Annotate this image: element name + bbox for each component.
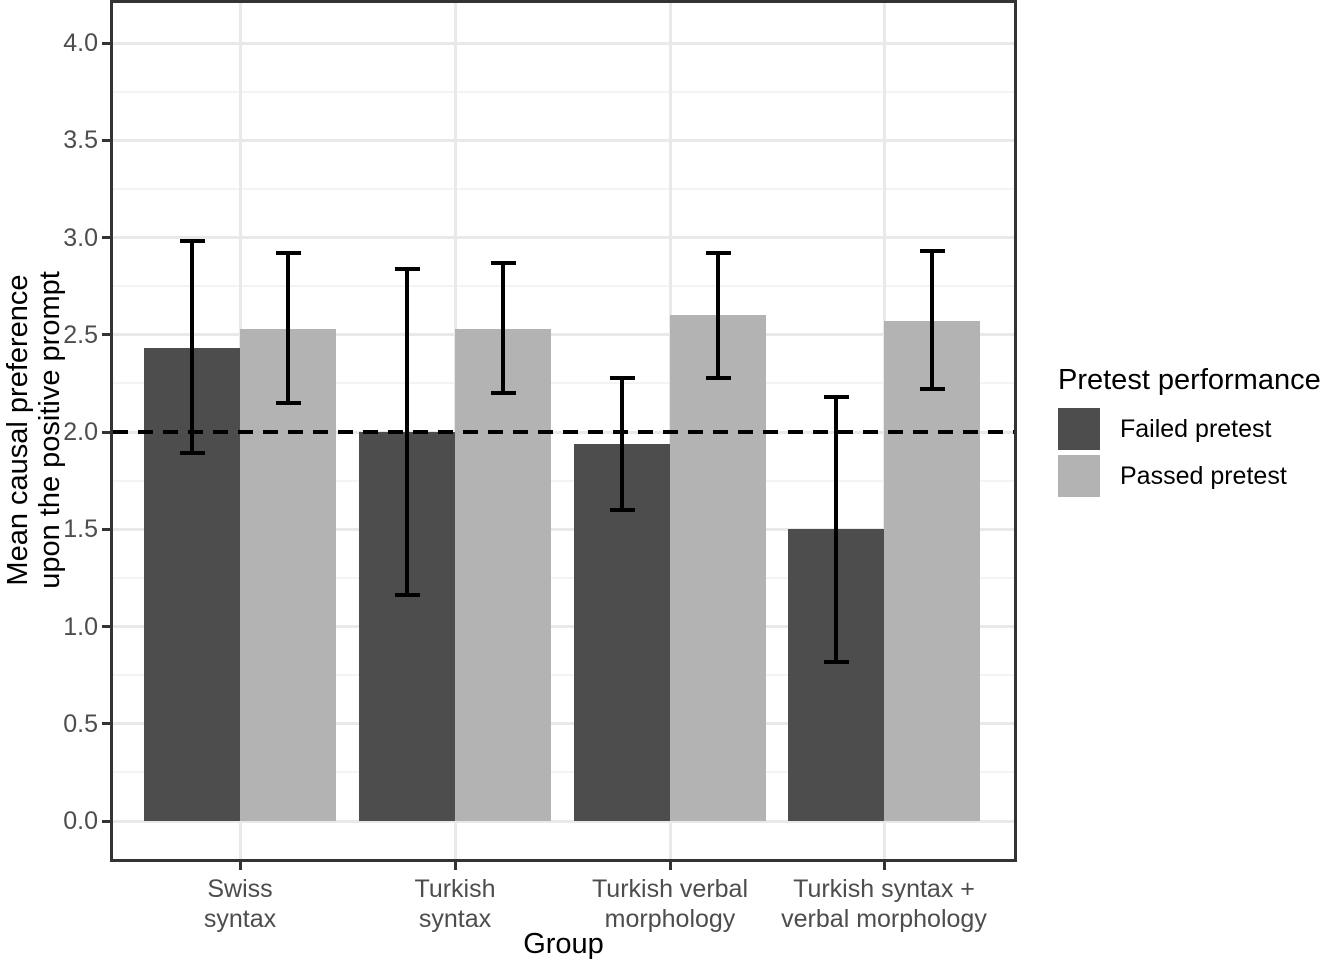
- error-bar-cap-bottom: [394, 593, 420, 598]
- plot-panel: [110, 0, 1017, 862]
- y-axis-tick: [102, 41, 110, 45]
- error-bar-cap-bottom: [823, 659, 849, 664]
- gridline-major-horizontal: [113, 819, 1014, 823]
- gridline-major-horizontal: [113, 41, 1014, 45]
- y-axis-tick: [102, 625, 110, 628]
- error-bar-cap-bottom: [609, 507, 635, 512]
- error-bar-cap-bottom: [179, 451, 205, 456]
- legend-item-passed-pretest: Passed pretest: [1058, 455, 1326, 497]
- x-tick-label-line: syntax: [203, 905, 277, 933]
- gridline-major-horizontal: [113, 333, 1014, 337]
- legend-swatch-passed-pretest: [1058, 455, 1100, 497]
- gridline-minor-horizontal: [113, 382, 1014, 385]
- x-tick-label-line: morphology: [604, 905, 736, 933]
- gridline-minor-horizontal: [113, 674, 1014, 677]
- error-bar-cap-bottom: [919, 387, 945, 392]
- error-bar-line: [405, 268, 409, 596]
- error-bar-line: [716, 253, 720, 378]
- legend-label-passed-pretest: Passed pretest: [1120, 461, 1287, 490]
- gridline-minor-horizontal: [113, 90, 1014, 93]
- gridline-major-horizontal: [113, 138, 1014, 142]
- error-bar-cap-top: [490, 260, 516, 265]
- gridline-minor-horizontal: [113, 771, 1014, 774]
- x-axis-tick: [238, 862, 242, 870]
- y-tick-label: 4.0: [63, 29, 98, 57]
- x-tick-label-line: Turkish: [414, 875, 496, 903]
- error-bar-line: [930, 251, 934, 390]
- y-tick-label: 2.0: [63, 418, 98, 446]
- gridline-major-horizontal: [113, 527, 1014, 531]
- error-bar-cap-top: [275, 251, 301, 256]
- y-tick-label: 0.5: [63, 709, 98, 738]
- y-tick-label: 1.5: [63, 515, 98, 544]
- bar-passed-group4: [884, 321, 980, 821]
- x-axis-tick: [882, 862, 886, 870]
- error-bar-cap-bottom: [705, 375, 731, 380]
- y-axis-tick: [102, 527, 110, 531]
- x-tick-label: Turkish syntax: [335, 874, 575, 934]
- error-bar-line: [620, 377, 624, 510]
- bar-passed-group2: [455, 328, 551, 821]
- y-tick-label: 3.0: [63, 223, 98, 252]
- x-tick-label: Turkish verbal morphology: [550, 874, 790, 934]
- error-bar-cap-top: [919, 249, 945, 254]
- bar-passed-group3: [670, 315, 766, 821]
- error-bar-cap-top: [394, 266, 420, 271]
- error-bar-line: [501, 262, 505, 394]
- y-tick-label: 2.5: [63, 320, 98, 349]
- bar-passed-group1: [240, 328, 336, 821]
- y-tick-label: 0.0: [63, 807, 98, 835]
- y-axis-tick: [102, 236, 110, 239]
- legend: Pretest performance Failed pretest Passe…: [1058, 364, 1326, 502]
- x-tick-label-line: Swiss: [207, 875, 273, 903]
- error-bar-cap-top: [609, 375, 635, 380]
- error-bar-cap-top: [823, 394, 849, 399]
- error-bar-cap-bottom: [275, 400, 301, 405]
- y-axis-tick: [102, 722, 110, 726]
- x-tick-label-line: Turkish syntax +: [793, 875, 975, 903]
- y-tick-label: 1.0: [63, 612, 98, 641]
- error-bar-cap-bottom: [490, 391, 516, 396]
- x-axis-title: Group: [523, 928, 604, 960]
- x-tick-label-line: Turkish verbal: [591, 875, 749, 903]
- error-bar-line: [286, 253, 290, 403]
- legend-title: Pretest performance: [1058, 364, 1321, 396]
- gridline-minor-horizontal: [113, 187, 1014, 190]
- x-tick-label: Turkish syntax + verbal morphology: [764, 874, 1004, 934]
- y-axis-tick: [102, 430, 110, 434]
- gridline-minor-horizontal: [113, 576, 1014, 579]
- gridline-major-horizontal: [113, 236, 1014, 239]
- error-bar-cap-top: [705, 251, 731, 256]
- x-axis-tick: [668, 862, 672, 870]
- y-axis-tick: [102, 138, 110, 142]
- y-tick-label: 3.5: [63, 126, 98, 155]
- error-bar-line: [190, 241, 194, 454]
- legend-label-failed-pretest: Failed pretest: [1120, 414, 1272, 443]
- x-tick-label-line: verbal morphology: [781, 905, 987, 933]
- x-axis-tick: [453, 862, 457, 870]
- legend-item-failed-pretest: Failed pretest: [1058, 408, 1326, 450]
- reference-line: [113, 430, 1014, 434]
- x-tick-label: Swiss syntax: [120, 874, 360, 934]
- y-axis-tick: [102, 819, 110, 823]
- gridline-minor-horizontal: [113, 479, 1014, 482]
- x-tick-label-line: syntax: [418, 905, 492, 933]
- gridline-minor-horizontal: [113, 285, 1014, 288]
- gridline-major-horizontal: [113, 625, 1014, 628]
- error-bar-cap-top: [179, 239, 205, 244]
- y-axis-tick: [102, 333, 110, 337]
- error-bar-line: [834, 396, 838, 662]
- legend-swatch-failed-pretest: [1058, 408, 1100, 450]
- gridline-major-horizontal: [113, 722, 1014, 726]
